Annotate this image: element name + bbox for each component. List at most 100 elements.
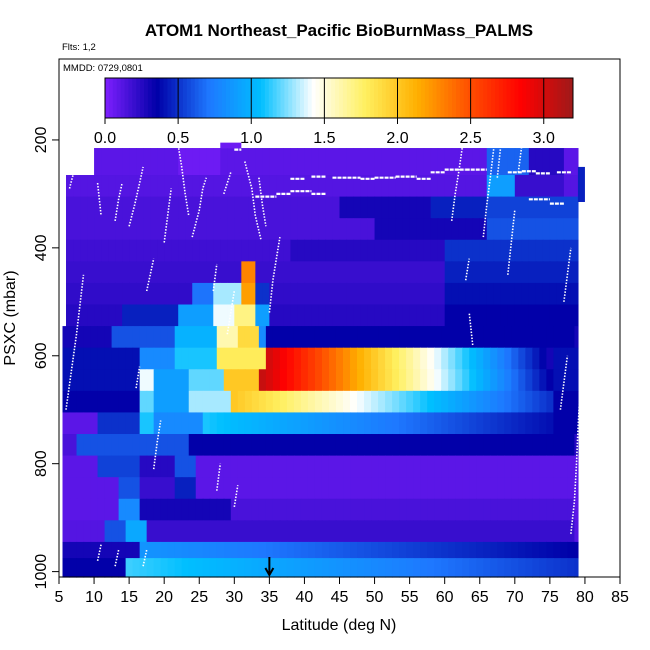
heatmap-cell	[115, 196, 123, 219]
heatmap-cell	[490, 412, 498, 435]
colorbar-swatch	[245, 78, 250, 118]
colorbar-swatch	[214, 78, 219, 118]
heatmap-cell	[164, 239, 172, 262]
heatmap-cell	[216, 347, 225, 370]
heatmap-cell	[465, 148, 474, 176]
heatmap-cell	[437, 148, 446, 176]
heatmap-cell	[251, 434, 260, 457]
heatmap-cell	[209, 477, 218, 500]
heatmap-cell	[335, 434, 344, 457]
heatmap-cell	[556, 148, 565, 176]
heatmap-cell	[146, 498, 155, 521]
heatmap-cell	[532, 412, 540, 435]
heatmap-cell	[500, 282, 509, 306]
heatmap-cell	[97, 455, 106, 478]
heatmap-cell	[518, 541, 526, 559]
heatmap-cell	[293, 498, 302, 521]
heatmap-cell	[181, 558, 190, 578]
heatmap-cell	[364, 412, 372, 435]
heatmap-cell	[392, 477, 400, 500]
heatmap-cell	[490, 541, 498, 559]
x-tick-label: 60	[436, 589, 454, 606]
x-tick-label: 10	[85, 589, 103, 606]
heatmap-cell	[465, 239, 474, 262]
heatmap-cell	[378, 455, 386, 478]
heatmap-cell	[367, 261, 376, 284]
flight-track	[268, 236, 281, 313]
heatmap-cell	[87, 239, 95, 262]
heatmap-cell	[360, 218, 369, 241]
heatmap-cell	[150, 148, 158, 176]
heatmap-cell	[258, 520, 267, 543]
heatmap-cell	[314, 498, 323, 521]
heatmap-cell	[171, 282, 179, 306]
heatmap-cell	[360, 239, 369, 262]
heatmap-cell	[483, 498, 491, 521]
heatmap-cell	[364, 347, 372, 370]
heatmap-cell	[406, 390, 414, 414]
flight-track	[191, 177, 208, 238]
colorbar-swatch	[140, 78, 145, 118]
heatmap-cell	[174, 369, 183, 392]
heatmap-cell	[237, 477, 246, 500]
heatmap-cell	[483, 369, 491, 392]
heatmap-cell	[167, 520, 176, 543]
heatmap-cell	[164, 148, 172, 176]
heatmap-cell	[314, 412, 323, 435]
heatmap-cell	[567, 390, 576, 414]
date-label: MMDD: 0729,0801	[63, 63, 143, 74]
heatmap-cell	[567, 541, 576, 559]
heatmap-cell	[174, 558, 183, 578]
colorbar-swatch	[190, 78, 196, 118]
heatmap-cell	[490, 477, 498, 500]
heatmap-cell	[514, 239, 523, 262]
heatmap-cell	[216, 541, 225, 559]
heatmap-cell	[486, 261, 495, 284]
colorbar-swatch	[502, 78, 508, 118]
heatmap-cell	[395, 196, 404, 219]
heatmap-cell	[307, 434, 316, 457]
heatmap-cell	[181, 520, 190, 543]
heatmap-cell	[104, 369, 113, 392]
heatmap-cell	[132, 434, 141, 457]
heatmap-cell	[111, 412, 120, 435]
heatmap-cell	[293, 477, 302, 500]
heatmap-cell	[304, 148, 313, 176]
heatmap-cell	[132, 347, 141, 370]
heatmap-cell	[493, 175, 502, 198]
heatmap-cell	[283, 218, 292, 241]
heatmap-cell	[195, 347, 204, 370]
heatmap-cell	[174, 347, 183, 370]
heatmap-cell	[444, 261, 453, 284]
heatmap-cell	[420, 347, 428, 370]
heatmap-cell	[458, 304, 467, 327]
heatmap-cell	[293, 455, 302, 478]
heatmap-cell	[66, 304, 74, 327]
colorbar-swatch	[342, 78, 348, 118]
heatmap-cell	[192, 282, 200, 306]
heatmap-cell	[549, 239, 558, 262]
heatmap-cell	[272, 390, 281, 414]
heatmap-cell	[118, 326, 127, 349]
heatmap-cell	[318, 282, 327, 306]
heatmap-cell	[437, 196, 446, 219]
heatmap-cell	[195, 326, 204, 349]
heatmap-cell	[213, 175, 221, 198]
heatmap-cell	[129, 218, 137, 241]
heatmap-cell	[293, 369, 302, 392]
heatmap-cell	[297, 196, 306, 219]
heatmap-cell	[73, 175, 81, 198]
heatmap-cell	[493, 261, 502, 284]
heatmap-cell	[528, 148, 537, 176]
heatmap-cell	[444, 196, 453, 219]
heatmap-cell	[167, 558, 176, 578]
heatmap-cell	[462, 412, 470, 435]
heatmap-cell	[399, 434, 407, 457]
colorbar-swatch	[557, 78, 562, 118]
heatmap-cell	[528, 282, 537, 306]
heatmap-cell	[455, 520, 463, 543]
heatmap-cell	[199, 261, 207, 284]
heatmap-cell	[570, 148, 579, 176]
heatmap-cell	[73, 304, 81, 327]
